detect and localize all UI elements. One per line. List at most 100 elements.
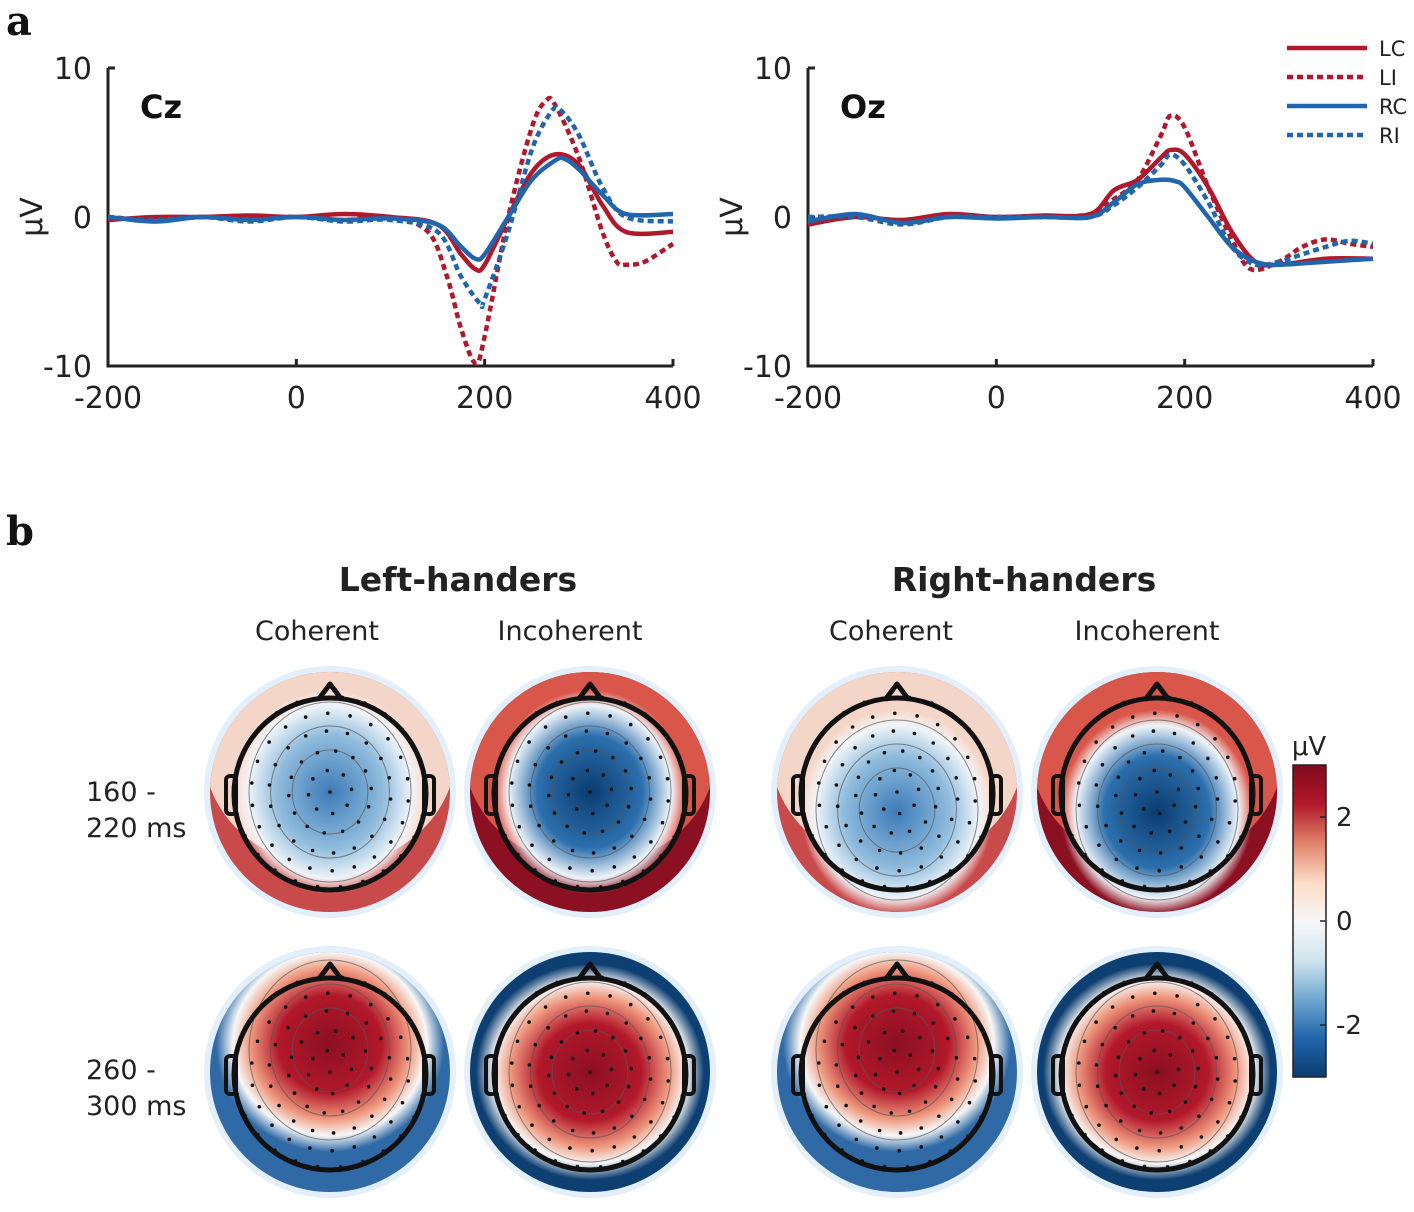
electrode-dot (289, 775, 294, 780)
electrode-dot (582, 831, 587, 835)
electrode-dot (649, 1120, 653, 1124)
electrode-dot (955, 797, 960, 801)
electrode-dot (1110, 725, 1115, 729)
electrode-dot (895, 790, 899, 794)
electrode-dot (935, 1002, 940, 1007)
electrode-dot (1179, 1145, 1184, 1149)
electrode-dot (1132, 824, 1136, 829)
electrode-dot (559, 760, 564, 764)
electrode-dot (1160, 749, 1165, 753)
nose-icon (576, 961, 604, 982)
series-line-lc (807, 147, 1374, 268)
electrode-dot (882, 750, 887, 755)
electrode-dot (1213, 1017, 1217, 1021)
electrode-dot (386, 1017, 390, 1021)
electrode-dot (1104, 823, 1108, 828)
electrode-dot (303, 734, 308, 738)
contour-line (1097, 1005, 1217, 1139)
electrode-dot (949, 1097, 954, 1102)
electrode-dot (647, 776, 652, 780)
electrode-dot (1114, 793, 1118, 798)
nose-icon (883, 681, 911, 702)
electrode-dot (571, 776, 575, 781)
electrode-dot (666, 799, 670, 803)
condition-label-right-incoherent: Incoherent (1074, 616, 1220, 647)
electrode-dot (277, 823, 281, 828)
contour-line (551, 749, 629, 835)
electrode-dot (824, 1104, 829, 1109)
electrode-dot (824, 824, 829, 829)
electrode-dot (551, 1119, 556, 1123)
electrode-dot (1183, 1100, 1188, 1104)
electrode-dot (549, 1055, 554, 1060)
electrode-dot (918, 755, 922, 760)
right-ear-icon (422, 1054, 436, 1096)
electrode-dot (1133, 792, 1138, 797)
electrode-dot (624, 741, 629, 745)
electrode-dot (1153, 711, 1157, 716)
electrode-dot (923, 820, 928, 824)
electrode-dot (1118, 839, 1123, 843)
electrode-dot (341, 773, 346, 777)
condition-label-right-coherent: Coherent (829, 616, 953, 647)
electrode-dot (345, 1083, 349, 1088)
electrode-dot (916, 1067, 921, 1072)
electrode-dot (1118, 1119, 1123, 1123)
electrode-dot (1167, 1109, 1172, 1114)
electrode-dot (608, 994, 612, 998)
electrode-dot (537, 823, 541, 828)
electrode-dot (642, 817, 647, 822)
electrode-dot (386, 737, 390, 741)
topomap-r2-c4 (1031, 946, 1283, 1198)
electrode-dot (527, 1063, 532, 1067)
electrode-dot (593, 749, 598, 753)
electrode-dot (1100, 1042, 1105, 1047)
electrode-dot (1227, 1100, 1232, 1105)
electrode-dot (936, 786, 940, 791)
electrode-dot (629, 1066, 633, 1071)
topomap-r2-c1 (204, 946, 456, 1198)
group-title-right: Right-handers (891, 560, 1157, 599)
electrode-dot (306, 1072, 311, 1077)
electrode-dot (665, 1056, 670, 1061)
electrode-dot (510, 781, 514, 785)
electrode-dot (900, 1029, 905, 1033)
electrode-dot (612, 846, 617, 850)
electrode-dot (1172, 731, 1177, 736)
electrode-dot (559, 1040, 564, 1044)
electrode-dot (310, 848, 315, 853)
electrode-dot (510, 803, 515, 808)
electrode-dot (1155, 1070, 1159, 1074)
electrode-dot (648, 1077, 653, 1081)
electrode-dot (387, 776, 392, 780)
electrode-dot (1126, 760, 1131, 764)
contour-line (837, 983, 957, 1117)
electrode-dot (333, 1029, 338, 1033)
electrode-dot (612, 1126, 617, 1130)
electrode-dot (856, 775, 861, 780)
electrode-dot (1141, 807, 1146, 811)
electrode-dot (877, 1128, 882, 1133)
electrode-dot (1175, 714, 1179, 718)
electrode-dot (406, 1079, 411, 1083)
electrode-dot (1137, 848, 1142, 853)
electrode-dot (1084, 1104, 1089, 1109)
electrode-dot (605, 1011, 610, 1016)
electrode-dot (349, 787, 354, 792)
electrode-dot (585, 768, 590, 773)
electrode-dot (646, 737, 650, 741)
electrode-dot (965, 1035, 970, 1040)
electrode-dot (853, 1025, 857, 1030)
right-ear-icon (682, 774, 696, 816)
electrode-dot (405, 776, 410, 781)
electrode-dot (368, 722, 373, 727)
electrode-dot (590, 868, 594, 873)
electrode-dot (566, 1072, 571, 1077)
electrode-dot (892, 1048, 897, 1053)
topomap-r1-c2 (464, 666, 716, 918)
electrode-dot (1176, 1067, 1181, 1072)
electrode-dot (379, 1036, 383, 1041)
electrode-dot (584, 729, 589, 733)
electrode-dot (303, 715, 308, 719)
